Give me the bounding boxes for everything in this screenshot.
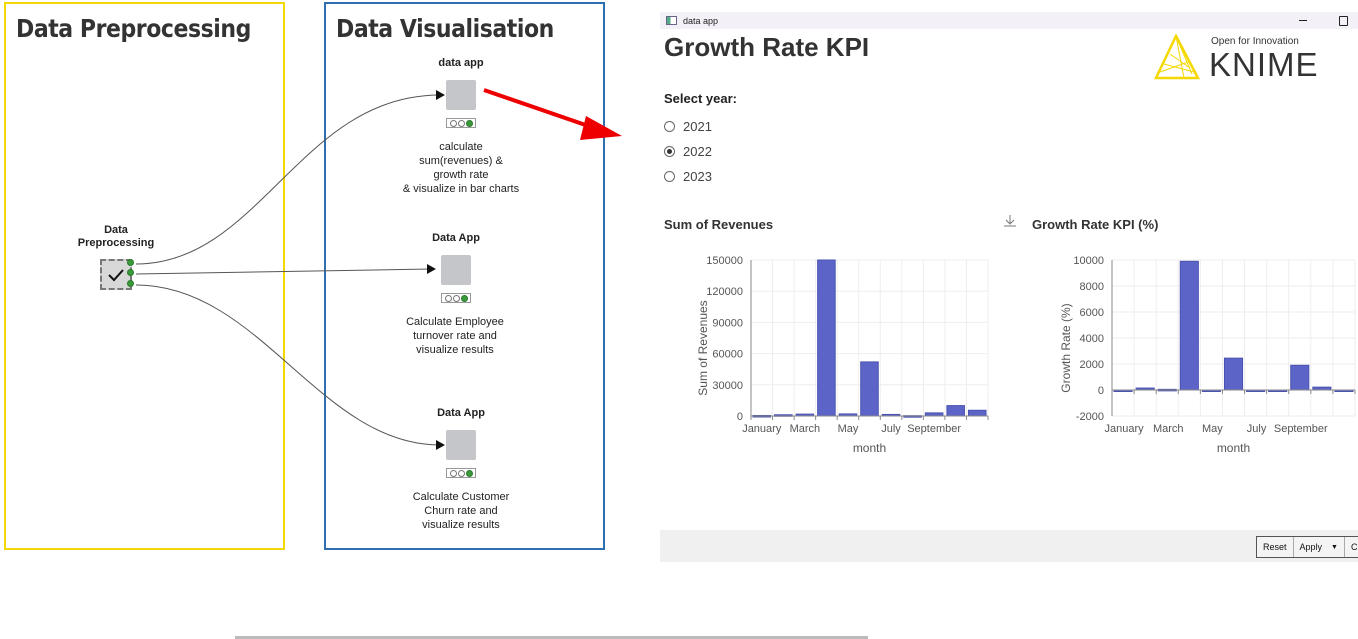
data-app-window: data app Growth Rate KPI Open for Innova… [660, 12, 1358, 562]
output-port[interactable] [127, 280, 134, 287]
connection-1[interactable] [135, 94, 441, 265]
connection-3[interactable] [135, 284, 441, 446]
page-title: Growth Rate KPI [664, 32, 870, 62]
data-app-node[interactable] [446, 80, 476, 110]
chart-title-growth: Growth Rate KPI (%) [1032, 217, 1159, 232]
annotation-title: Data Preprocessing [16, 14, 251, 43]
node-title-line: Preprocessing [77, 237, 155, 249]
desc-line: calculate [439, 141, 483, 153]
download-icon[interactable] [1003, 214, 1017, 228]
connection-2[interactable] [135, 268, 431, 275]
knime-logo: Open for Innovation KNIME [1154, 34, 1329, 83]
chart-title-revenues: Sum of Revenues [664, 217, 774, 232]
node-description: calculate sum(revenues) & growth rate & … [371, 140, 551, 196]
bottom-scrollbar[interactable] [235, 636, 868, 639]
apply-button[interactable]: Apply ▼ [1293, 537, 1345, 557]
node-status [446, 118, 476, 128]
node-title: Data App [432, 232, 480, 244]
radio-2023[interactable]: 2023 [664, 169, 712, 184]
node-title: data app [438, 57, 484, 69]
window-titlebar: data app [660, 12, 1358, 29]
footer-bar: Reset Apply ▼ Cl [660, 530, 1358, 562]
logo-tagline: Open for Innovation [1211, 36, 1299, 47]
output-port[interactable] [127, 259, 134, 266]
radio-2021[interactable]: 2021 [664, 119, 712, 134]
node-description: Calculate Employee turnover rate and vis… [365, 315, 545, 357]
desc-line: Churn rate and [424, 505, 498, 517]
node-status [441, 293, 471, 303]
radio-circle[interactable] [664, 146, 675, 157]
reset-button[interactable]: Reset [1257, 537, 1294, 557]
app-icon [666, 16, 677, 25]
node-status [446, 468, 476, 478]
data-app-node[interactable] [441, 255, 471, 285]
annotation-title: Data Visualisation [336, 14, 554, 43]
logo-brand: KNIME [1209, 46, 1319, 83]
radio-label: 2021 [683, 119, 712, 134]
window-title: data app [683, 15, 719, 26]
close-button[interactable]: Cl [1344, 537, 1358, 557]
desc-line: visualize results [416, 344, 494, 356]
output-port[interactable] [127, 269, 134, 276]
checkmark-icon [108, 269, 124, 282]
radio-circle[interactable] [664, 121, 675, 132]
connections [135, 88, 622, 450]
desc-line: Calculate Customer [412, 491, 510, 503]
select-year-label: Select year: [664, 91, 737, 106]
annotation-data-preprocessing: Data Preprocessing [4, 2, 285, 550]
data-app-node[interactable] [446, 430, 476, 460]
knime-triangle-icon [1154, 34, 1201, 80]
annotation-data-visualisation: Data Visualisation [324, 2, 605, 550]
radio-label: 2023 [683, 169, 712, 184]
radio-2022[interactable]: 2022 [664, 144, 712, 159]
dropdown-arrow-icon[interactable]: ▼ [1331, 543, 1338, 551]
maximize-button[interactable] [1339, 15, 1348, 26]
node-title-line: Data [104, 224, 128, 236]
apply-label: Apply [1299, 542, 1323, 552]
radio-label: 2022 [683, 144, 712, 159]
desc-line: Calculate Employee [406, 316, 504, 328]
red-arrow [483, 88, 601, 132]
radio-circle[interactable] [664, 171, 675, 182]
desc-line: & visualize in bar charts [402, 183, 520, 195]
desc-line: sum(revenues) & [419, 155, 503, 167]
desc-line: turnover rate and [413, 330, 497, 342]
node-description: Calculate Customer Churn rate and visual… [371, 490, 551, 532]
minimize-button[interactable] [1299, 20, 1307, 21]
node-title: Data Preprocessing [36, 224, 196, 250]
desc-line: visualize results [422, 519, 500, 531]
desc-line: growth rate [433, 169, 489, 181]
node-title: Data App [437, 407, 485, 419]
